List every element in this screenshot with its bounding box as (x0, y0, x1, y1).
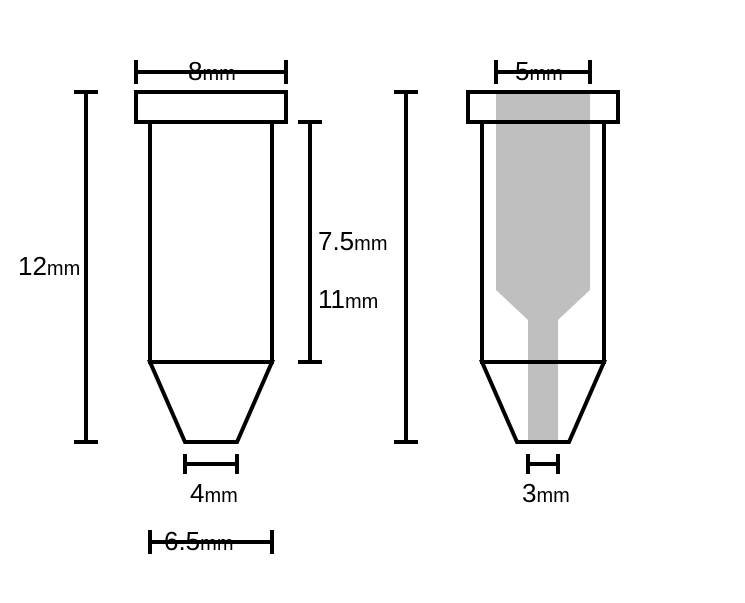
dim-d11: 11mm (318, 284, 378, 314)
dim-d75: 7.5mm (318, 226, 387, 256)
dim-d8: 8mm (188, 56, 236, 86)
dim-d65: 6.5mm (164, 526, 233, 556)
dim-d4: 4mm (190, 478, 238, 508)
dim-d12: 12mm (18, 251, 80, 281)
dim-d5: 5mm (515, 56, 563, 86)
dim-d3: 3mm (522, 478, 570, 508)
technical-drawing: 8mm 5mm 12mm 7.5mm 11mm 4mm 6.5mm 3mm (0, 0, 745, 603)
